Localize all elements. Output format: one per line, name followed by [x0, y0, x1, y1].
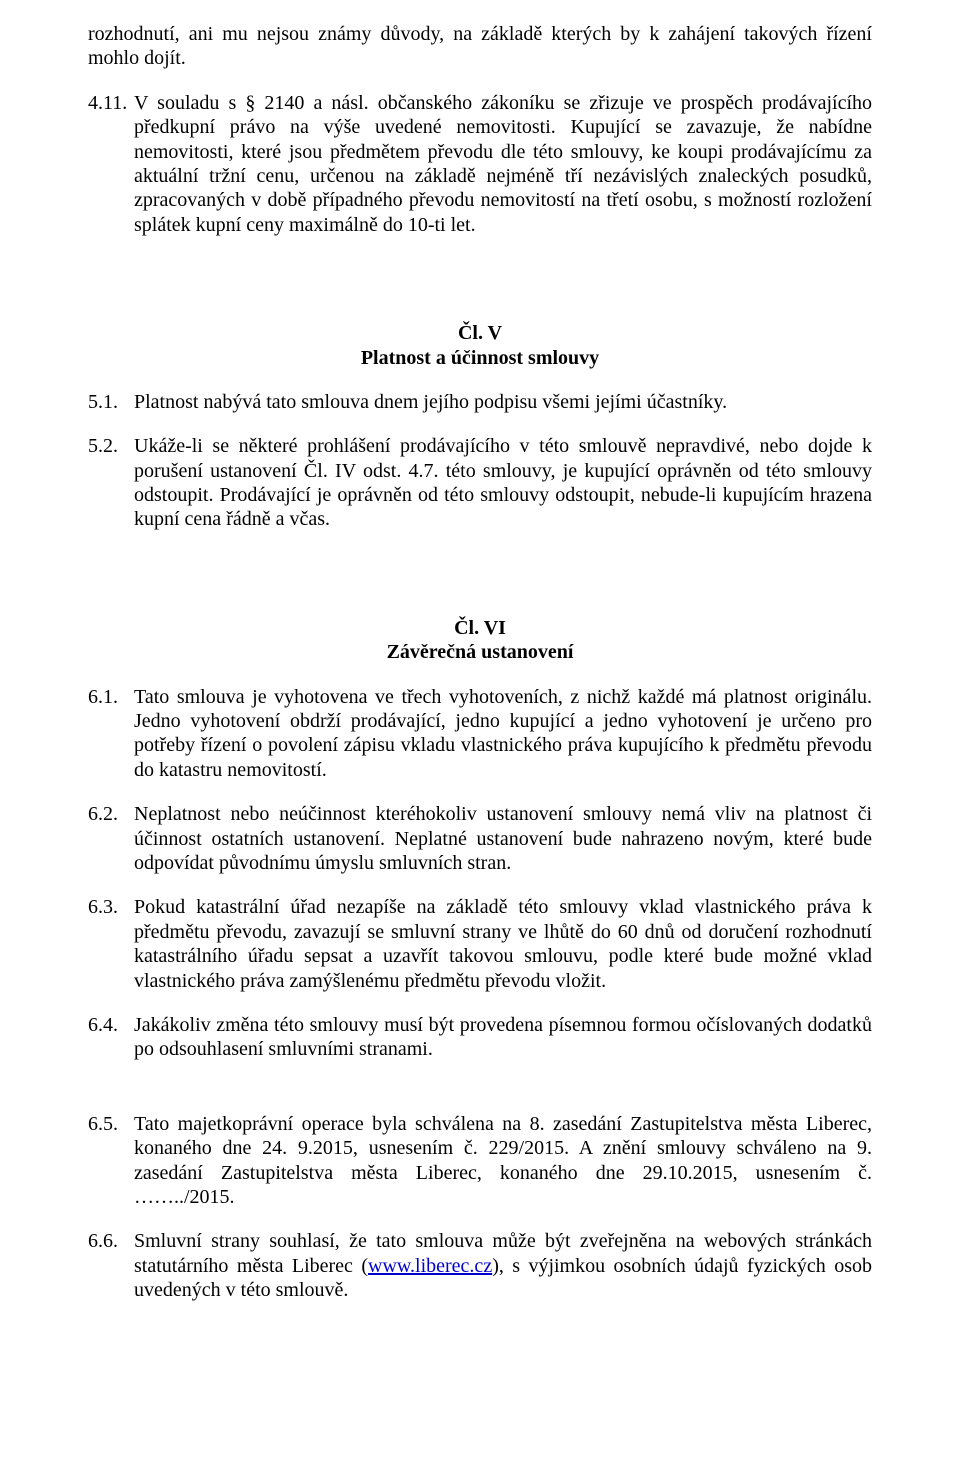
clause-6-6: 6.6. Smluvní strany souhlasí, že tato sm… — [88, 1229, 872, 1302]
clause-text: Tato smlouva je vyhotovena ve třech vyho… — [134, 685, 872, 783]
clause-number: 4.11. — [88, 91, 134, 237]
liberec-link[interactable]: www.liberec.cz — [368, 1255, 492, 1277]
clause-6-5: 6.5. Tato majetkoprávní operace byla sch… — [88, 1112, 872, 1210]
section-5-title: Platnost a účinnost smlouvy — [88, 346, 872, 370]
clause-text: Neplatnost nebo neúčinnost kteréhokoliv … — [134, 802, 872, 875]
section-6-number: Čl. VI — [88, 616, 872, 640]
clause-text: Tato majetkoprávní operace byla schválen… — [134, 1112, 872, 1210]
clause-4-11: 4.11. V souladu s § 2140 a násl. občansk… — [88, 91, 872, 237]
clause-number: 6.1. — [88, 685, 134, 783]
clause-5-2: 5.2. Ukáže-li se některé prohlášení prod… — [88, 434, 872, 532]
clause-text: Jakákoliv změna této smlouvy musí být pr… — [134, 1013, 872, 1062]
clause-number: 6.4. — [88, 1013, 134, 1062]
clause-number: 5.2. — [88, 434, 134, 532]
clause-5-1: 5.1. Platnost nabývá tato smlouva dnem j… — [88, 390, 872, 414]
clause-6-4: 6.4. Jakákoliv změna této smlouvy musí b… — [88, 1013, 872, 1062]
clause-number: 6.6. — [88, 1229, 134, 1302]
clause-text: Smluvní strany souhlasí, že tato smlouva… — [134, 1229, 872, 1302]
clause-number: 6.3. — [88, 895, 134, 993]
clause-number: 5.1. — [88, 390, 134, 414]
clause-number: 6.2. — [88, 802, 134, 875]
section-5-number: Čl. V — [88, 321, 872, 345]
clause-6-3: 6.3. Pokud katastrální úřad nezapíše na … — [88, 895, 872, 993]
para-intro-continuation: rozhodnutí, ani mu nejsou známy důvody, … — [88, 22, 872, 71]
clause-6-2: 6.2. Neplatnost nebo neúčinnost kteréhok… — [88, 802, 872, 875]
clause-text: Pokud katastrální úřad nezapíše na zákla… — [134, 895, 872, 993]
clause-text: V souladu s § 2140 a násl. občanského zá… — [134, 91, 872, 237]
clause-text: Platnost nabývá tato smlouva dnem jejího… — [134, 390, 872, 414]
clause-6-1: 6.1. Tato smlouva je vyhotovena ve třech… — [88, 685, 872, 783]
clause-text: Ukáže-li se některé prohlášení prodávají… — [134, 434, 872, 532]
section-6-title: Závěrečná ustanovení — [88, 640, 872, 664]
clause-number: 6.5. — [88, 1112, 134, 1210]
